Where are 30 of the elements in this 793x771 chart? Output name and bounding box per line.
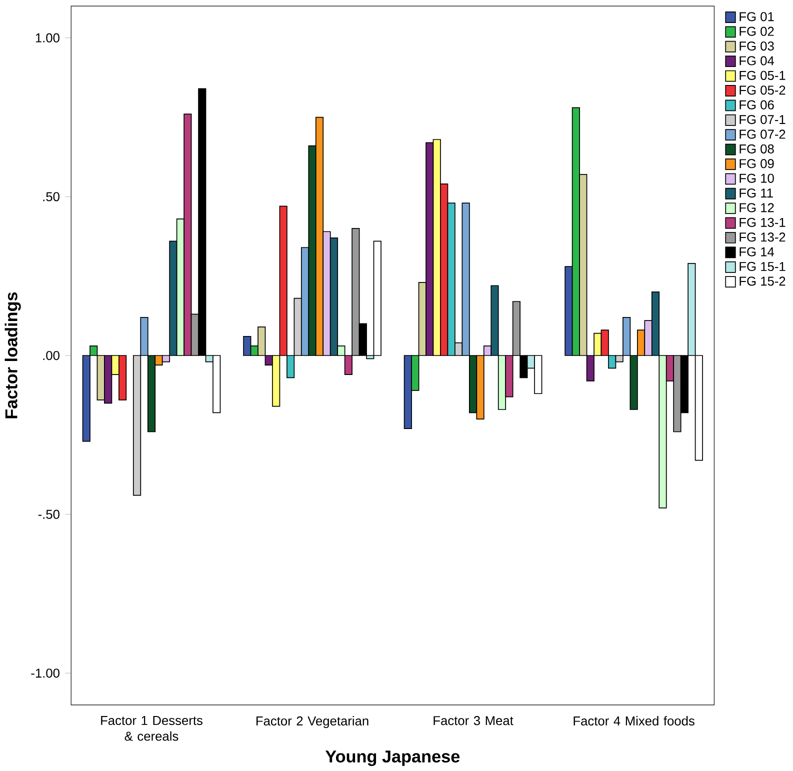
legend-label: FG 01 (740, 12, 774, 22)
legend-label: FG 07-2 (740, 130, 786, 139)
legend-label: FG 11 (740, 188, 773, 198)
x-tick-label: Factor 3 Meat (434, 716, 514, 726)
legend-label: FG 13-2 (740, 232, 786, 242)
y-axis-title: Factor loadings (4, 292, 21, 418)
legend-label: FG 07-1 (740, 115, 786, 124)
legend-label: FG 04 (740, 56, 774, 66)
y-tick-label: .50 (43, 192, 60, 202)
x-axis-title: Young Japanese (325, 750, 460, 766)
legend-label: FG 14 (740, 247, 774, 256)
y-tick-label: .00 (43, 351, 60, 360)
y-tick-label: 1.00 (36, 33, 60, 43)
legend-label: FG 09 (740, 159, 774, 168)
y-tick-label: -.50 (38, 510, 60, 519)
legend-label: FG 05-2 (740, 86, 786, 95)
legend-label: FG 05-1 (740, 70, 786, 80)
legend-label: FG 15-1 (740, 262, 786, 272)
legend-label: FG 08 (740, 144, 774, 154)
legend-label: FG 03 (740, 42, 774, 51)
x-tick-label: Factor 4 Mixed foods (574, 716, 694, 726)
legend-label: FG 02 (740, 26, 774, 36)
x-tick-label: Factor 2 Vegetarian (256, 716, 368, 728)
legend-label: FG 13-1 (740, 218, 786, 228)
legend-label: FG 10 (740, 174, 774, 183)
legend-label: FG 06 (740, 100, 774, 110)
legend-label: FG 12 (740, 203, 774, 212)
legend-label: FG 15-2 (740, 276, 786, 286)
x-tick-label: Factor 1 Desserts & cereals (101, 716, 202, 741)
y-tick-label: -1.00 (31, 668, 60, 678)
